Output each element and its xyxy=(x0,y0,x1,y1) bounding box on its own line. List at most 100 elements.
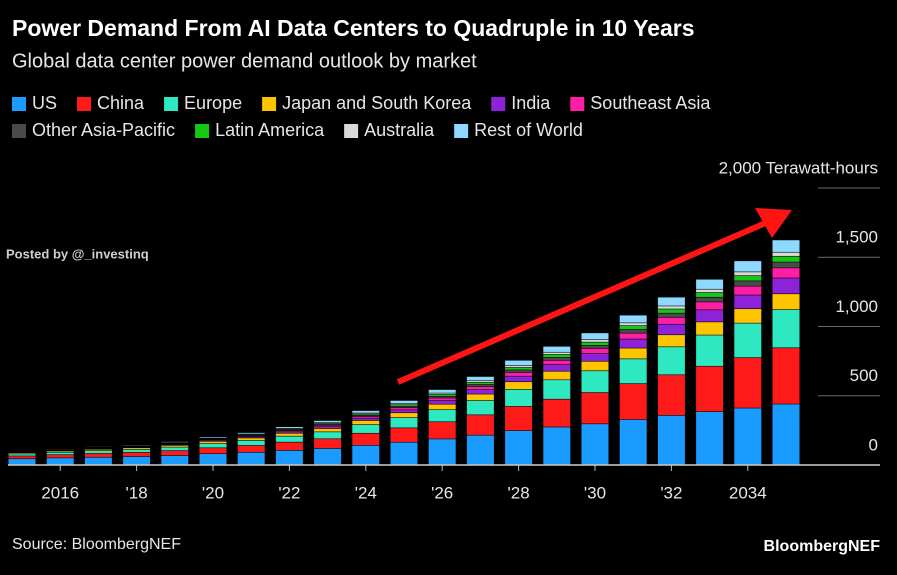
y-tick-label: 1,500 xyxy=(835,228,878,247)
bar-segment xyxy=(734,275,762,281)
bar-segment xyxy=(696,335,724,366)
bar-segment xyxy=(619,359,647,384)
legend-swatch xyxy=(77,97,92,111)
bar-segment xyxy=(275,433,303,436)
legend-swatch xyxy=(12,124,26,138)
bar-segment xyxy=(657,309,685,313)
bar-segment xyxy=(657,335,685,347)
bar-segment xyxy=(123,449,151,453)
bar-segment xyxy=(84,449,112,451)
bar-segment xyxy=(199,448,227,454)
bar-segment xyxy=(314,439,342,449)
source-note: Source: BloombergNEF xyxy=(12,536,181,553)
bar-segment xyxy=(619,323,647,326)
bar-segment xyxy=(428,410,456,422)
bar-segment xyxy=(619,329,647,333)
x-tick-label: '28 xyxy=(508,483,530,502)
bar-segment xyxy=(543,427,571,465)
legend-swatch xyxy=(262,97,277,111)
bar-segment xyxy=(46,455,74,458)
legend-swatch xyxy=(570,97,585,111)
legend-label: US xyxy=(32,93,57,113)
bar-segment xyxy=(84,453,112,457)
bar-segment xyxy=(543,399,571,427)
bar-segment xyxy=(352,420,380,425)
bar-segment xyxy=(352,410,380,413)
bar-segment xyxy=(428,398,456,401)
y-tick-label: 500 xyxy=(850,366,878,385)
trend-arrow xyxy=(396,208,792,385)
x-tick-label: '18 xyxy=(126,483,148,502)
bar-segment xyxy=(390,413,418,418)
bar-segment xyxy=(275,436,303,442)
y-tick-label: 1,000 xyxy=(835,297,878,316)
bar-segment xyxy=(123,456,151,465)
bar-segment xyxy=(772,262,800,268)
bar-segment xyxy=(428,404,456,410)
bar-segment xyxy=(657,313,685,318)
bar-segment xyxy=(199,437,227,438)
bar-segment xyxy=(696,289,724,293)
x-tick-label: '26 xyxy=(431,483,453,502)
bar-segment xyxy=(696,322,724,335)
bar-segment xyxy=(314,448,342,465)
bar-segment xyxy=(466,394,494,401)
bar-segment xyxy=(772,278,800,294)
bar-segment xyxy=(505,372,533,376)
bar-segment xyxy=(696,302,724,310)
legend-label: Other Asia-Pacific xyxy=(32,120,175,140)
bar-segment xyxy=(619,333,647,339)
bar-segment xyxy=(466,435,494,465)
bar-segment xyxy=(275,427,303,429)
bar-segment xyxy=(772,309,800,348)
bar-segment xyxy=(352,433,380,446)
bar-segment xyxy=(734,281,762,286)
watermark: Posted by @_investinq xyxy=(6,246,149,261)
bar-segment xyxy=(84,451,112,454)
bar-segment xyxy=(390,428,418,442)
plot-area: US China Europe Japan and South Korea India S… xyxy=(8,93,880,502)
bar-segment xyxy=(696,292,724,297)
bar-segment xyxy=(123,448,151,450)
legend-swatch xyxy=(454,124,469,138)
legend-swatch xyxy=(491,97,506,111)
bar-segment xyxy=(772,268,800,278)
bar-segment xyxy=(466,381,494,383)
x-tick-label: '22 xyxy=(278,483,300,502)
bar-segment xyxy=(581,392,609,424)
bar-segment xyxy=(543,365,571,371)
bar-segment xyxy=(619,419,647,465)
bar-segment xyxy=(505,382,533,390)
bar-segment xyxy=(84,457,112,465)
bar-segment xyxy=(581,333,609,340)
bar-segment xyxy=(237,437,265,438)
bar-segment xyxy=(505,367,533,370)
bar-segment xyxy=(696,279,724,289)
bar-segment xyxy=(46,458,74,465)
bar-segment xyxy=(734,323,762,358)
legend-label: Latin America xyxy=(215,120,325,140)
bar-segment xyxy=(314,420,342,423)
bar-segment xyxy=(619,383,647,420)
bar-segment xyxy=(657,317,685,324)
legend-label: Europe xyxy=(184,93,242,113)
bar-segment xyxy=(352,415,380,417)
bar-segment xyxy=(696,411,724,465)
bar-segment xyxy=(314,432,342,439)
bar-segment xyxy=(352,416,380,418)
bar-segment xyxy=(581,348,609,354)
bar-segment xyxy=(46,452,74,455)
bar-segment xyxy=(314,427,342,429)
chart-title: Power Demand From AI Data Centers to Qua… xyxy=(12,15,695,41)
legend-label: China xyxy=(97,93,145,113)
bar-segment xyxy=(581,339,609,342)
bar-segment xyxy=(657,297,685,306)
bar-segment xyxy=(505,389,533,407)
bar-segment xyxy=(199,441,227,444)
bar-segment xyxy=(657,306,685,309)
bar-segment xyxy=(352,424,380,433)
bar-segment xyxy=(619,348,647,359)
bar-segment xyxy=(161,451,189,456)
bar-segment xyxy=(466,400,494,415)
